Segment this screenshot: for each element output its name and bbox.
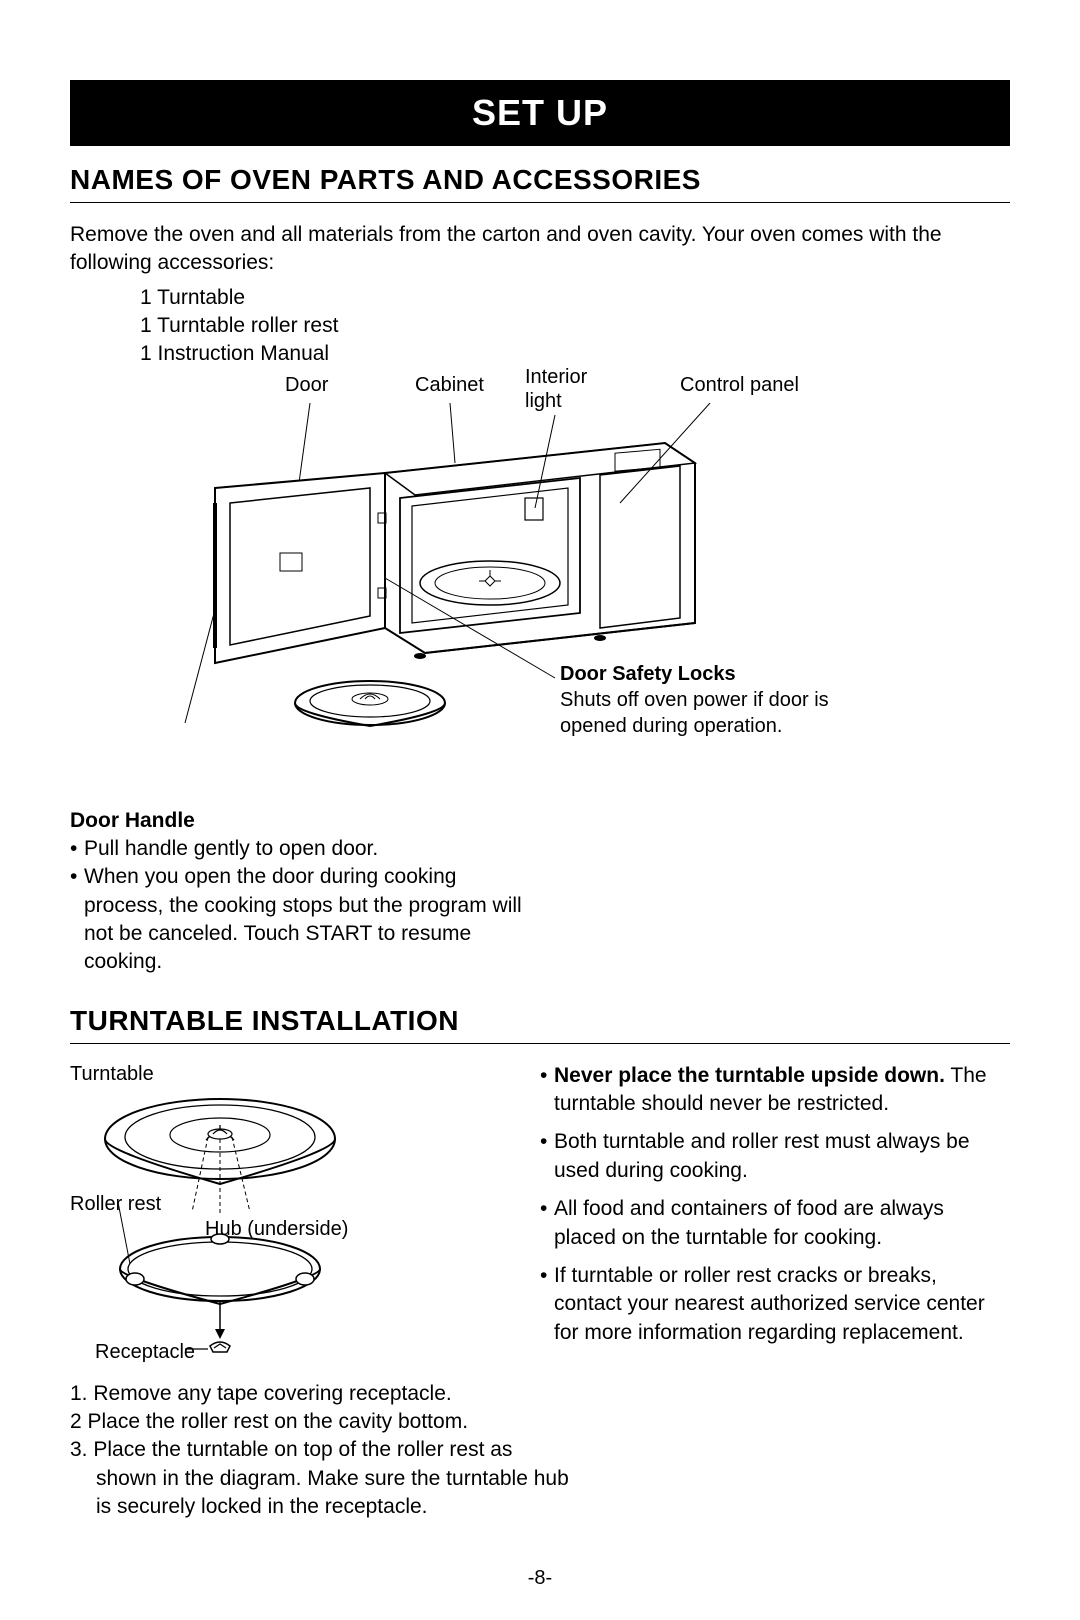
turntable-diagram-area: Turntable Roller rest Hub (underside) Re… xyxy=(70,1062,510,1372)
label-control-panel: Control panel xyxy=(680,373,799,397)
section-heading-turntable: TURNTABLE INSTALLATION xyxy=(70,1005,1010,1044)
turntable-exploded-diagram xyxy=(70,1084,390,1384)
accessory-item: 1 Turntable xyxy=(140,284,1010,312)
door-handle-bullet: Pull handle gently to open door. xyxy=(84,835,540,863)
label-turntable: Turntable xyxy=(70,1062,154,1086)
turntable-note: If turntable or roller rest cracks or br… xyxy=(554,1262,1010,1347)
accessories-list: 1 Turntable 1 Turntable roller rest 1 In… xyxy=(140,284,1010,369)
turntable-notes: Never place the turntable upside down. T… xyxy=(540,1062,1010,1372)
page-banner: SET UP xyxy=(70,80,1010,146)
install-step: 1. Remove any tape covering receptacle. xyxy=(70,1380,570,1408)
intro-text: Remove the oven and all materials from t… xyxy=(70,221,1010,278)
oven-diagram-area: Door Cabinet Interior light Control pane… xyxy=(70,373,1010,803)
label-door: Door xyxy=(285,373,328,397)
door-handle-title: Door Handle xyxy=(70,807,540,835)
page-number: -8- xyxy=(0,1567,1080,1590)
turntable-note: All food and containers of food are alwa… xyxy=(554,1195,1010,1252)
turntable-note: Both turntable and roller rest must alwa… xyxy=(554,1128,1010,1185)
turntable-note: Never place the turntable upside down. T… xyxy=(554,1062,1010,1119)
accessory-item: 1 Turntable roller rest xyxy=(140,312,1010,340)
install-step: 3. Place the turntable on top of the rol… xyxy=(70,1436,570,1521)
section-heading-parts: NAMES OF OVEN PARTS AND ACCESSORIES xyxy=(70,164,1010,203)
door-handle-block: Door Handle Pull handle gently to open d… xyxy=(70,807,540,977)
install-step: 2 Place the roller rest on the cavity bo… xyxy=(70,1408,570,1436)
microwave-diagram xyxy=(160,403,860,763)
door-handle-bullet: When you open the door during cooking pr… xyxy=(84,863,540,976)
label-cabinet: Cabinet xyxy=(415,373,484,397)
install-steps: 1. Remove any tape covering receptacle. … xyxy=(70,1380,570,1522)
